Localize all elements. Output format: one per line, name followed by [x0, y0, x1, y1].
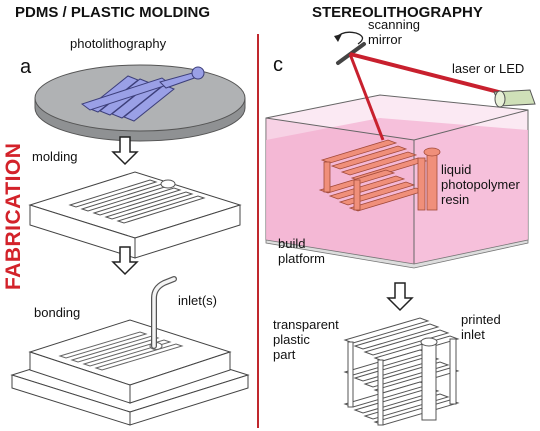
label-printed-inlet: printed inlet	[461, 312, 501, 342]
label-build-platform: build platform	[278, 236, 325, 266]
label-transparent-part: transparent plastic part	[273, 317, 339, 362]
label-resin: liquid photopolymer resin	[441, 162, 520, 207]
panel-letter-c: c	[273, 54, 283, 76]
process-arrow-2	[111, 246, 139, 276]
final-printed-part	[343, 317, 460, 426]
panel-letter-a: a	[20, 56, 32, 78]
label-laser: laser or LED	[452, 61, 525, 76]
rotation-arrow	[335, 31, 364, 45]
laser-source	[493, 89, 536, 108]
header-left: PDMS / PLASTIC MOLDING	[15, 4, 210, 21]
label-photolithography: photolithography	[70, 36, 167, 51]
process-arrow-1	[111, 136, 139, 166]
header-right: STEREOLITHOGRAPHY	[312, 4, 483, 21]
laser-beam	[349, 52, 511, 97]
process-arrow-3	[386, 282, 414, 312]
fabrication-label: FABRICATION	[2, 142, 25, 290]
printed-part-in-resin	[318, 139, 441, 212]
label-inlets: inlet(s)	[178, 293, 218, 308]
reflected-beam	[348, 53, 385, 141]
label-molding: molding	[32, 149, 78, 164]
molded-block	[28, 171, 242, 259]
label-bonding: bonding	[34, 305, 81, 320]
bonded-device	[10, 319, 250, 426]
photoresist-pattern	[80, 66, 205, 122]
label-scanning-mirror: scanning mirror	[368, 17, 421, 47]
